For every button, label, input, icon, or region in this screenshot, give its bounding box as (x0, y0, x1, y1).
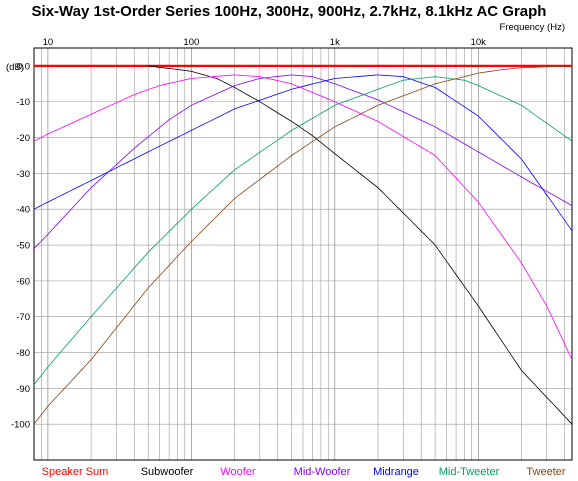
legend-item-mid-woofer: Mid-Woofer (294, 466, 351, 478)
y-tick-label: -90 (16, 384, 30, 395)
y-tick-label: -60 (16, 276, 30, 287)
legend-item-woofer: Woofer (220, 466, 256, 478)
series-line-midrange (33, 74, 573, 231)
y-tick-label: -50 (16, 241, 30, 252)
legend-item-tweeter: Tweeter (526, 466, 565, 478)
x-tick-label: 1k (330, 37, 340, 48)
series-line-subwoofer (148, 65, 573, 425)
y-tick-label: -100 (11, 420, 30, 431)
series-line-mid-tweeter (33, 76, 573, 386)
x-tick-label: 10k (471, 37, 487, 48)
series-line-mid-woofer (33, 74, 573, 249)
x-tick-label: 10 (43, 37, 54, 48)
series-line-woofer (33, 74, 573, 360)
x-axis-label: Frequency (Hz) (500, 22, 565, 33)
legend-item-midrange: Midrange (373, 466, 419, 478)
y-tick-label: -70 (16, 312, 30, 323)
y-tick-label: -30 (16, 169, 30, 180)
y-tick-label: -80 (16, 348, 30, 359)
chart-title: Six-Way 1st-Order Series 100Hz, 300Hz, 9… (32, 3, 547, 20)
y-tick-label: -20 (16, 133, 30, 144)
y-tick-label: 0.0 (17, 61, 30, 72)
y-tick-label: -40 (16, 205, 30, 216)
x-tick-label: 100 (183, 37, 199, 48)
plot-frame (33, 47, 573, 461)
y-axis-label: (dB) (6, 62, 24, 73)
legend-item-mid-tweeter: Mid-Tweeter (439, 466, 500, 478)
legend-item-speaker-sum: Speaker Sum (42, 466, 109, 478)
y-tick-label: -10 (16, 97, 30, 108)
legend-item-subwoofer: Subwoofer (141, 466, 194, 478)
series-line-tweeter (33, 65, 573, 425)
